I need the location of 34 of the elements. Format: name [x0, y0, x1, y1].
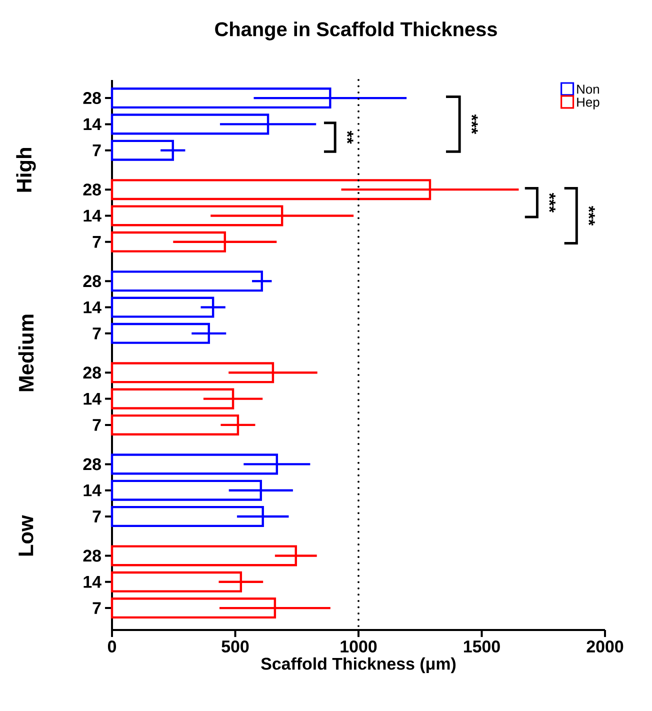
annotation: ** — [346, 130, 354, 144]
y-tick-label: 14 — [84, 392, 102, 405]
annotation: *** — [471, 114, 478, 134]
y-tick-label: 14 — [84, 484, 102, 496]
annotation: *** — [549, 192, 556, 213]
x-tick-label: 500 — [222, 640, 249, 652]
y-tick-label: 7 — [92, 510, 101, 522]
y-tick-label: 14 — [84, 576, 102, 588]
y-tick-label: 28 — [83, 550, 101, 562]
y-tick-label: 7 — [92, 236, 101, 248]
y-tick-label: 28 — [83, 458, 101, 470]
y-tick-label: 7 — [92, 328, 101, 340]
y-tick-label: 7 — [92, 144, 101, 156]
text: High — [16, 148, 36, 192]
y-tick-label: 28 — [83, 184, 101, 196]
x-tick-label: 1000 — [340, 640, 377, 652]
y-tick-label: 14 — [84, 301, 102, 314]
y-tick-label: 28 — [83, 92, 101, 104]
annotation: *** — [588, 206, 595, 226]
y-tick-label: 28 — [83, 275, 101, 288]
y-tick-label: 7 — [92, 602, 101, 614]
y-tick-label: 14 — [84, 210, 102, 222]
chart-title: Change in Scaffold Thickness — [215, 22, 497, 40]
x-axis-title: Scaffold Thickness (μm) — [261, 657, 456, 674]
text: Low — [18, 515, 34, 556]
legend-label: Hep — [577, 98, 600, 110]
y-tick-label: 7 — [92, 419, 101, 431]
x-tick-label: 1500 — [464, 640, 500, 652]
y-tick-label: 14 — [84, 118, 102, 130]
x-tick-label: 2000 — [586, 640, 624, 652]
y-tick-label: 28 — [83, 366, 101, 379]
x-tick-label: 0 — [108, 640, 116, 652]
text: Medium — [18, 314, 34, 392]
legend-label: Non — [577, 84, 599, 94]
